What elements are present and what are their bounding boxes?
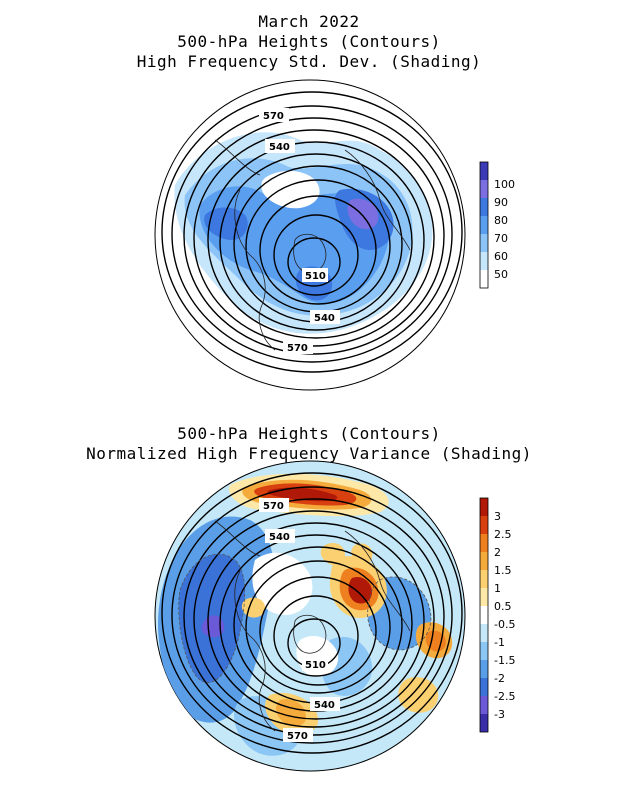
bottom-cb-label-neg-0-5: -0.5 — [494, 618, 515, 631]
bottom-cb-label-0-5: 0.5 — [494, 600, 512, 613]
bottom-cb-swatch-4 — [480, 570, 488, 588]
bottom-title-line-1: 500-hPa Heights (Contours) — [177, 424, 441, 443]
top-title-line-2: 500-hPa Heights (Contours) — [177, 32, 441, 51]
top-cb-label-90: 90 — [494, 196, 508, 209]
bottom-cb-swatch-0 — [480, 498, 488, 516]
top-cb-swatch-1 — [480, 180, 488, 198]
bottom-cb-label-3: 3 — [494, 510, 501, 523]
top-contour-label-570b: 570 — [287, 343, 308, 354]
bottom-cb-swatch-3 — [480, 552, 488, 570]
top-colorbar: 100 90 80 70 60 50 — [479, 161, 515, 289]
top-contour-label-510: 510 — [305, 271, 326, 282]
bottom-cb-swatch-9 — [480, 660, 488, 678]
top-shading — [174, 132, 433, 334]
bottom-cb-label-2: 2 — [494, 546, 501, 559]
bottom-dashed-contours — [178, 553, 432, 683]
bottom-cb-swatch-11 — [480, 696, 488, 714]
top-cb-swatch-0 — [480, 162, 488, 180]
bottom-cb-label-neg-1-5: -1.5 — [494, 654, 515, 667]
bottom-contour-label-540b: 540 — [314, 700, 335, 711]
bottom-polar-map: 570 540 510 540 570 — [154, 460, 466, 772]
top-contour-label-570a: 570 — [263, 111, 284, 122]
top-title: March 2022 500-hPa Heights (Contours) Hi… — [0, 12, 618, 72]
top-title-line-1: March 2022 — [258, 12, 360, 31]
bottom-cb-label-neg-2-5: -2.5 — [494, 690, 515, 703]
bottom-title-line-2: Normalized High Frequency Variance (Shad… — [86, 444, 532, 463]
bottom-cb-swatch-10 — [480, 678, 488, 696]
bottom-cb-swatch-7 — [480, 624, 488, 642]
top-contour-label-540b: 540 — [314, 313, 335, 324]
bottom-cb-swatch-8 — [480, 642, 488, 660]
top-polar-map: 570 540 510 540 570 — [154, 79, 466, 391]
bottom-contour-label-570a: 570 — [263, 501, 284, 512]
bottom-cb-swatch-2 — [480, 534, 488, 552]
bottom-cb-swatch-12 — [480, 714, 488, 732]
bottom-cb-label-neg-3: -3 — [494, 708, 505, 721]
bottom-cb-label-2-5: 2.5 — [494, 528, 512, 541]
bottom-colorbar: 3 2.5 2 1.5 1 0.5 -0.5 -1 -1.5 -2 -2.5 -… — [479, 497, 515, 733]
top-contour-label-540a: 540 — [269, 142, 290, 153]
bottom-contour-labels: 570 540 510 540 570 — [259, 498, 340, 742]
bottom-cb-swatch-5 — [480, 588, 488, 606]
bottom-cb-label-1-5: 1.5 — [494, 564, 512, 577]
bottom-contour-label-570b: 570 — [287, 731, 308, 742]
top-cb-swatch-4 — [480, 234, 488, 252]
bottom-contour-label-540a: 540 — [269, 532, 290, 543]
bottom-cb-swatch-1 — [480, 516, 488, 534]
top-cb-label-50: 50 — [494, 268, 508, 281]
top-cb-swatch-2 — [480, 198, 488, 216]
top-cb-swatch-3 — [480, 216, 488, 234]
bottom-title: 500-hPa Heights (Contours) Normalized Hi… — [0, 424, 618, 464]
top-cb-swatch-5 — [480, 252, 488, 270]
top-cb-label-80: 80 — [494, 214, 508, 227]
bottom-cb-label-neg-2: -2 — [494, 672, 505, 685]
bottom-contours — [161, 472, 463, 754]
top-cb-swatch-6 — [480, 270, 488, 288]
bottom-cb-label-1: 1 — [494, 582, 501, 595]
bottom-cb-swatch-6 — [480, 606, 488, 624]
top-coastlines — [214, 139, 411, 351]
bottom-coastlines — [214, 520, 411, 732]
bottom-contour-label-510: 510 — [305, 660, 326, 671]
bottom-cb-label-neg-1: -1 — [494, 636, 505, 649]
top-cb-label-70: 70 — [494, 232, 508, 245]
top-cb-label-60: 60 — [494, 250, 508, 263]
top-title-line-3: High Frequency Std. Dev. (Shading) — [136, 52, 482, 71]
top-cb-label-100: 100 — [494, 178, 515, 191]
top-contour-labels: 570 540 510 540 570 — [259, 108, 340, 354]
